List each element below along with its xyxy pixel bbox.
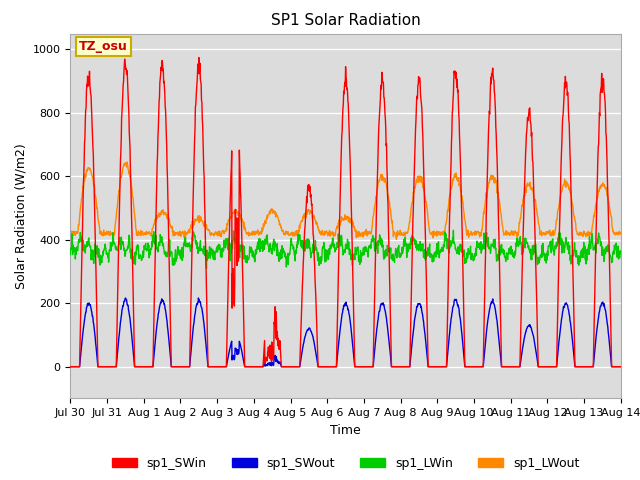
Y-axis label: Solar Radiation (W/m2): Solar Radiation (W/m2) (14, 143, 27, 289)
Legend: sp1_SWin, sp1_SWout, sp1_LWin, sp1_LWout: sp1_SWin, sp1_SWout, sp1_LWin, sp1_LWout (107, 452, 584, 475)
Text: TZ_osu: TZ_osu (79, 40, 127, 53)
X-axis label: Time: Time (330, 424, 361, 437)
Title: SP1 Solar Radiation: SP1 Solar Radiation (271, 13, 420, 28)
